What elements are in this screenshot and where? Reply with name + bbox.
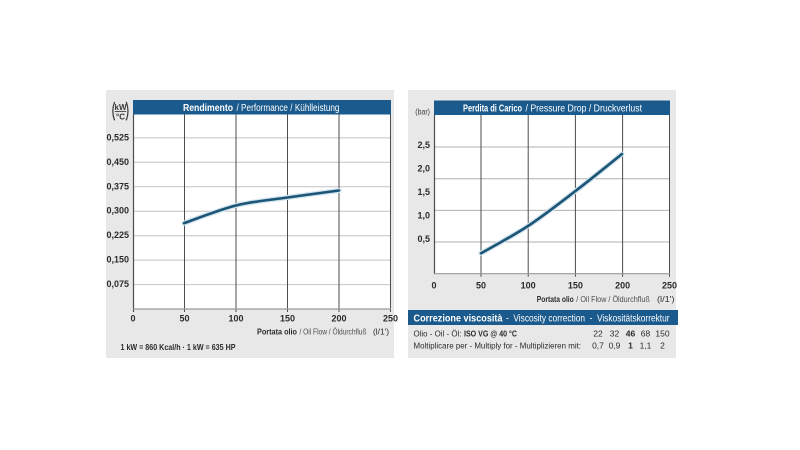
svg-text:0,450: 0,450	[106, 157, 129, 167]
svg-text:32: 32	[610, 329, 620, 339]
svg-text:(bar): (bar)	[415, 108, 430, 117]
svg-text:- Viscosity correction - Vi: - Viscosity correction - Viskositätskorr…	[506, 314, 670, 325]
svg-text:1: 1	[628, 341, 633, 351]
svg-text:0,5: 0,5	[417, 234, 430, 244]
svg-text:Portata olio: Portata olio	[537, 294, 574, 304]
svg-text:150: 150	[568, 281, 583, 291]
svg-text:22: 22	[593, 329, 603, 339]
svg-text:°C: °C	[116, 113, 125, 122]
svg-text:0,7: 0,7	[592, 341, 604, 351]
svg-text:Rendimento: Rendimento	[183, 103, 233, 114]
svg-text:250: 250	[383, 314, 398, 324]
svg-text:Olio - Oil - Öl:: Olio - Oil - Öl:	[414, 329, 462, 339]
svg-text:Portata olio: Portata olio	[257, 327, 297, 337]
svg-text:0,225: 0,225	[106, 230, 129, 240]
svg-text:(l/1'): (l/1')	[373, 327, 389, 337]
svg-text:0,075: 0,075	[106, 279, 129, 289]
svg-text:/ Oil Flow / Öldurchfluß: / Oil Flow / Öldurchfluß	[576, 294, 650, 304]
svg-text:0: 0	[431, 281, 436, 291]
svg-text:250: 250	[662, 281, 677, 291]
svg-text:kW: kW	[115, 103, 127, 112]
svg-text:/ Performance / Kühlleistung: / Performance / Kühlleistung	[237, 103, 340, 114]
svg-text:0,375: 0,375	[106, 181, 129, 191]
svg-text:1 kW = 860 Kcal/h · 1 kW = 635: 1 kW = 860 Kcal/h · 1 kW = 635 HP	[121, 342, 236, 352]
svg-text:/ Oil Flow / Öldurchfluß: / Oil Flow / Öldurchfluß	[300, 327, 367, 337]
svg-text:Moltiplicare per - Multiply fo: Moltiplicare per - Multiply for - Multip…	[414, 341, 582, 351]
svg-text:0,525: 0,525	[106, 132, 129, 142]
svg-text:100: 100	[521, 281, 536, 291]
svg-text:150: 150	[655, 329, 669, 339]
svg-text:0: 0	[130, 314, 135, 324]
svg-text:Correzione viscosità: Correzione viscosità	[414, 314, 503, 325]
svg-text:1,1: 1,1	[640, 341, 652, 351]
svg-text:200: 200	[615, 281, 630, 291]
svg-text:68: 68	[641, 329, 651, 339]
svg-text:50: 50	[476, 281, 486, 291]
svg-text:2,5: 2,5	[417, 140, 430, 150]
svg-text:(l/1'): (l/1')	[657, 294, 675, 304]
svg-text:100: 100	[228, 314, 243, 324]
svg-text:0,300: 0,300	[106, 206, 129, 216]
svg-text:1,0: 1,0	[417, 210, 430, 220]
svg-text:1,5: 1,5	[417, 187, 430, 197]
svg-text:200: 200	[331, 314, 346, 324]
svg-text:ISO VG @ 40 °C: ISO VG @ 40 °C	[464, 329, 517, 339]
svg-text:2: 2	[660, 341, 665, 351]
svg-text:/ Pressure Drop / Druckverlust: / Pressure Drop / Druckverlust	[526, 104, 643, 115]
svg-text:0,150: 0,150	[106, 255, 129, 265]
svg-text:0,9: 0,9	[609, 341, 621, 351]
svg-text:46: 46	[626, 329, 636, 339]
svg-text:150: 150	[280, 314, 295, 324]
svg-text:2,0: 2,0	[417, 163, 430, 173]
svg-text:50: 50	[179, 314, 189, 324]
svg-text:Perdita di Carico: Perdita di Carico	[463, 104, 522, 115]
